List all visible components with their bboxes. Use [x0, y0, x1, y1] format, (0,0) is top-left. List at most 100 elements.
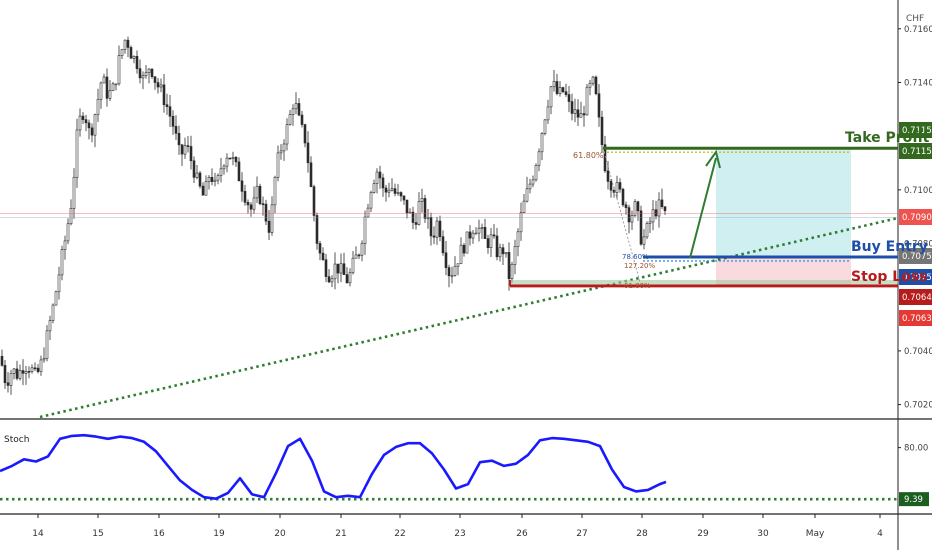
candle-body	[549, 86, 553, 108]
candle-body	[114, 83, 118, 86]
candle-body	[240, 180, 244, 192]
candle-body	[531, 179, 535, 185]
candle-body	[618, 182, 622, 190]
candle-body	[660, 199, 664, 207]
candle-body	[510, 264, 514, 280]
x-tick-label: 28	[636, 529, 648, 539]
currency-label: CHF	[906, 14, 924, 24]
candle-body	[567, 94, 571, 102]
candle-body	[249, 204, 253, 210]
candle-body	[24, 371, 28, 374]
candle-body	[150, 68, 154, 77]
candle-body	[102, 76, 106, 84]
candle-body	[585, 86, 589, 116]
candle-body	[477, 227, 481, 234]
candle-body	[420, 198, 424, 202]
candle-body	[69, 208, 73, 225]
candle-body	[621, 188, 625, 206]
candle-body	[522, 200, 526, 213]
candle-body	[285, 124, 289, 145]
price-badge	[899, 143, 932, 159]
candle-body	[534, 165, 538, 181]
profit-zone	[716, 148, 851, 257]
candle-body	[330, 278, 334, 283]
candle-body	[387, 189, 391, 193]
candle-body	[558, 87, 562, 94]
candle-body	[156, 82, 160, 88]
candle-body	[513, 246, 517, 265]
candle-body	[93, 114, 97, 136]
candle-body	[378, 171, 382, 179]
candle-body	[129, 47, 133, 59]
candle-body	[288, 114, 292, 125]
candle-body	[636, 201, 640, 212]
candle-body	[309, 162, 313, 187]
candle-body	[369, 192, 373, 209]
candle-body	[12, 368, 16, 374]
candle-body	[417, 201, 421, 225]
candle-body	[198, 172, 202, 187]
fib-127-label: 127.20%	[624, 262, 655, 270]
candle-body	[30, 367, 34, 372]
stop-loss-label: Stop Loss	[851, 269, 928, 285]
candle-body	[591, 76, 595, 84]
candle-body	[183, 145, 187, 155]
candle-body	[627, 207, 631, 223]
candle-body	[303, 124, 307, 144]
candle-body	[219, 168, 223, 176]
candle-body	[543, 119, 547, 134]
candle-body	[210, 177, 214, 182]
candle-body	[90, 127, 94, 136]
candle-body	[81, 115, 85, 120]
candle-body	[231, 157, 235, 159]
x-tick-label: May	[806, 529, 825, 539]
candle-body	[486, 238, 490, 248]
x-tick-label: 30	[757, 529, 769, 539]
candle-body	[639, 210, 643, 245]
candle-body	[528, 183, 532, 190]
overlays	[0, 146, 899, 419]
candle-body	[561, 87, 565, 92]
candle-body	[15, 368, 19, 379]
candle-body	[297, 103, 301, 116]
projection-arrow-shaft	[689, 157, 717, 259]
candle-body	[84, 119, 88, 124]
candle-body	[306, 142, 310, 164]
candle-body	[456, 263, 460, 267]
candle-body	[72, 177, 76, 209]
candle-body	[246, 202, 250, 206]
candle-body	[27, 371, 31, 373]
candle-body	[594, 76, 598, 95]
candle-body	[282, 143, 286, 152]
x-tick-label: 23	[454, 529, 465, 539]
candle-body	[21, 370, 25, 374]
candle-body	[3, 365, 7, 384]
candle-body	[609, 181, 613, 191]
candle-body	[324, 259, 328, 277]
candle-body	[225, 157, 229, 167]
candle-body	[171, 115, 175, 127]
candle-body	[189, 146, 193, 162]
candle-body	[57, 274, 61, 293]
candle-body	[87, 122, 91, 129]
candle-body	[216, 175, 220, 181]
price-badge	[899, 248, 932, 264]
candle-body	[99, 82, 103, 100]
candle-body	[564, 91, 568, 95]
candle-body	[159, 84, 163, 88]
candle-body	[447, 267, 451, 277]
candle-body	[570, 101, 574, 114]
candle-body	[582, 113, 586, 116]
y-tick-label: 0.70200	[904, 401, 932, 411]
candle-body	[258, 185, 262, 204]
candle-body	[228, 157, 232, 160]
candle-body	[276, 152, 280, 178]
candle-body	[138, 68, 142, 79]
candle-body	[66, 223, 70, 242]
